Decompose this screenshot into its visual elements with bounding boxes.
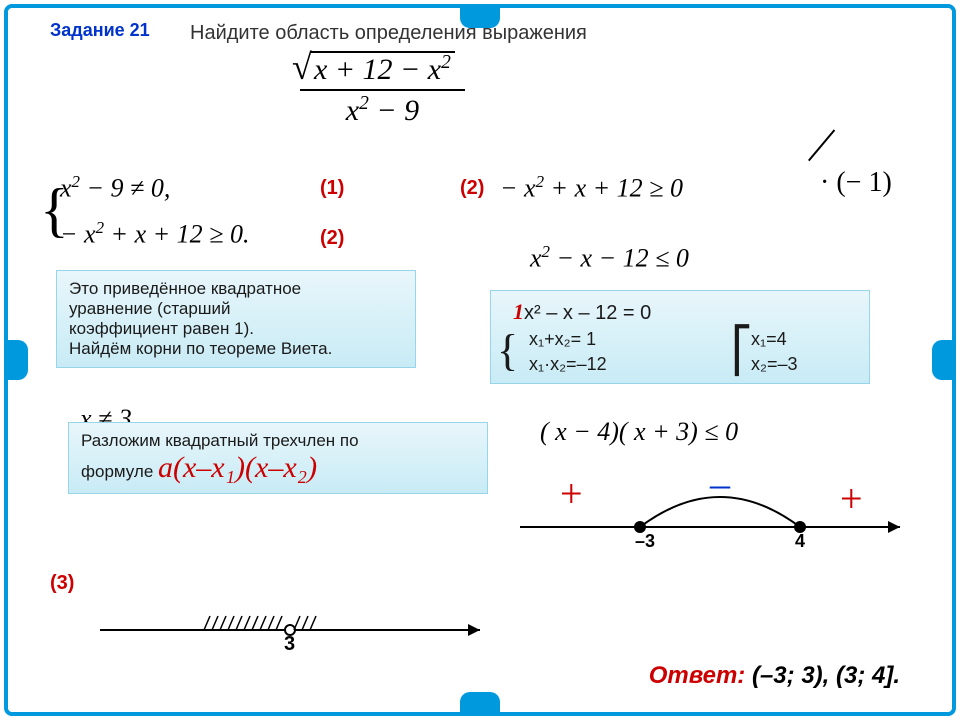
svg-text:3: 3 xyxy=(284,633,295,652)
svg-text:+: + xyxy=(840,476,863,521)
label-3: (3) xyxy=(50,572,74,595)
svg-text:–3: –3 xyxy=(635,531,655,551)
label-2a: (2) xyxy=(320,227,344,250)
callout-roots: 1x² – x – 12 = 0 {⎡ x₁+x₂= 1x₁=4 x₁·x₂=–… xyxy=(490,290,870,384)
label-1: (1) xyxy=(320,177,344,200)
svg-text:+: + xyxy=(560,472,583,516)
svg-text:–: – xyxy=(709,472,731,506)
slide-content: Задание 21 Найдите область определения в… xyxy=(20,12,940,708)
factor-formula: a(x–x₁)(x–x₂) xyxy=(158,451,317,484)
callout-vieta: Это приведённое квадратное уравнение (ст… xyxy=(56,270,416,368)
callout-factor: Разложим квадратный трехчлен по формуле … xyxy=(68,422,488,494)
main-expression: √x + 12 − x2 x2 − 9 xyxy=(300,52,465,128)
sign-number-line: –3 4 + – + xyxy=(520,472,920,552)
task-text: Найдите область определения выражения xyxy=(190,22,587,45)
inequality-right-1: − x2 + x + 12 ≥ 0 xyxy=(500,172,683,204)
factored-inequality: ( x − 4)( x + 3) ≤ 0 xyxy=(540,417,738,447)
answer: Ответ: (–3; 3), (3; 4]. xyxy=(649,662,900,690)
svg-text:4: 4 xyxy=(795,531,805,551)
equation-system: { x2 − 9 ≠ 0, − x2 + x + 12 ≥ 0. xyxy=(60,172,249,249)
label-2: (2) xyxy=(460,177,484,200)
inequality-right-2: x2 − x − 12 ≤ 0 xyxy=(530,242,689,274)
task-label: Задание 21 xyxy=(50,20,150,41)
multiply-by: · (− 1) xyxy=(820,167,892,199)
number-line-3: 3 xyxy=(100,602,500,652)
